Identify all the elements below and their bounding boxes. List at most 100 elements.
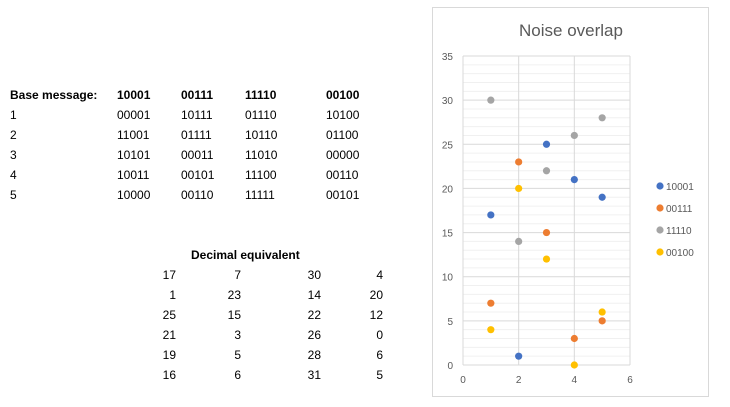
table-cell: 01111 xyxy=(181,128,212,142)
y-tick-label: 25 xyxy=(442,140,454,151)
table-cell: 11111 xyxy=(245,188,275,202)
legend-label: 00111 xyxy=(666,204,693,215)
y-tick-label: 10 xyxy=(442,273,454,284)
data-point xyxy=(515,158,523,166)
data-point xyxy=(542,140,551,148)
data-point xyxy=(487,326,495,334)
table-cell: 00000 xyxy=(326,148,360,162)
data-point xyxy=(570,176,578,184)
x-tick-label: 4 xyxy=(572,375,578,386)
y-tick-label: 35 xyxy=(442,52,454,63)
table-cell: 10110 xyxy=(245,128,278,142)
decimal-cell: 3 xyxy=(234,328,241,342)
row-label: 5 xyxy=(10,188,17,202)
table-cell: 11010 xyxy=(245,148,278,162)
gridlines xyxy=(462,55,631,366)
data-points xyxy=(487,96,606,369)
decimal-cell: 6 xyxy=(234,368,241,382)
data-point xyxy=(542,228,551,237)
decimal-cell: 1 xyxy=(169,288,176,302)
table-cell: 00101 xyxy=(181,168,215,182)
y-tick-label: 0 xyxy=(447,361,453,372)
decimal-cell: 7 xyxy=(234,268,241,282)
data-point xyxy=(515,184,523,193)
decimal-cell: 22 xyxy=(307,308,321,322)
table-cell: 10111 xyxy=(181,108,213,122)
decimal-cell: 14 xyxy=(307,288,321,302)
y-tick-label: 30 xyxy=(442,96,454,107)
header-cell: 10001 xyxy=(117,88,151,102)
data-point xyxy=(598,193,606,201)
decimal-cell: 0 xyxy=(376,328,383,342)
decimal-cell: 4 xyxy=(376,268,383,282)
table-cell: 01100 xyxy=(326,128,359,142)
legend-label: 10001 xyxy=(666,182,694,193)
decimal-cell: 5 xyxy=(234,348,241,362)
legend-marker xyxy=(656,182,664,190)
legend-marker xyxy=(656,204,664,212)
x-tick-label: 0 xyxy=(460,375,466,386)
legend-marker xyxy=(656,248,664,256)
chart-title: Noise overlap xyxy=(519,21,623,40)
decimal-cell: 15 xyxy=(227,308,241,322)
decimal-cell: 17 xyxy=(162,268,176,282)
table-cell: 11100 xyxy=(245,168,277,182)
data-point xyxy=(542,167,551,175)
data-point xyxy=(598,114,606,122)
data-point xyxy=(570,131,578,140)
decimal-title: Decimal equivalent xyxy=(191,248,300,262)
table-cell: 10000 xyxy=(117,188,151,202)
data-point xyxy=(598,317,606,325)
decimal-cell: 19 xyxy=(162,348,176,362)
data-point xyxy=(570,334,578,343)
decimal-cell: 31 xyxy=(307,368,321,382)
decimal-cell: 26 xyxy=(307,328,321,342)
row-label: 4 xyxy=(10,168,17,182)
scatter-chart: Noise overlap 0 5 10 15 20 25 30 35 0 2 4 6 10001 00… xyxy=(442,21,694,386)
legend: 10001 00111 11110 00100 xyxy=(656,182,694,259)
decimal-cell: 25 xyxy=(162,308,176,322)
data-point xyxy=(515,237,523,245)
y-tick-label: 5 xyxy=(447,317,453,328)
row-label: 1 xyxy=(10,108,17,122)
table-cell: 00001 xyxy=(117,108,151,122)
table-cell: 00110 xyxy=(181,188,214,202)
data-point xyxy=(542,255,551,263)
data-point xyxy=(515,352,523,360)
axis-ticks: 0 5 10 15 20 25 30 35 0 2 4 6 xyxy=(442,52,633,386)
decimal-cell: 16 xyxy=(162,368,176,382)
decimal-cell: 5 xyxy=(376,368,383,382)
table-cell: 00101 xyxy=(326,188,360,202)
row-label: 3 xyxy=(10,148,17,162)
table-cell: 01110 xyxy=(245,108,277,122)
header-cell: 11110 xyxy=(245,88,277,102)
y-tick-label: 20 xyxy=(442,184,454,195)
table-cell: 10100 xyxy=(326,108,360,122)
table-cell: 00110 xyxy=(326,168,359,182)
data-point xyxy=(487,96,495,104)
y-tick-label: 15 xyxy=(442,229,454,240)
decimal-cell: 30 xyxy=(307,268,321,282)
decimal-cell: 23 xyxy=(227,288,241,302)
table-cell: 10101 xyxy=(117,148,151,162)
table-cell: 11001 xyxy=(117,128,150,142)
decimal-cell: 20 xyxy=(369,288,383,302)
row-label: 2 xyxy=(10,128,17,142)
x-tick-label: 2 xyxy=(516,375,522,386)
table-cell: 00011 xyxy=(181,148,214,162)
legend-marker xyxy=(656,226,664,234)
data-point xyxy=(570,361,578,369)
header-cell: 00111 xyxy=(181,88,214,102)
data-point xyxy=(598,308,606,316)
decimal-cell: 12 xyxy=(369,308,383,322)
legend-label: 00100 xyxy=(666,248,694,259)
base-message-label: Base message: xyxy=(10,88,98,102)
legend-label: 11110 xyxy=(666,226,692,237)
chart-area[interactable]: Noise overlap 0 5 10 15 20 25 30 35 0 2 4 6 10001 00… xyxy=(432,7,709,397)
decimal-cell: 21 xyxy=(162,328,176,342)
decimal-cell: 28 xyxy=(307,348,321,362)
header-cell: 00100 xyxy=(326,88,360,102)
table-cell: 10011 xyxy=(117,168,150,182)
decimal-cell: 6 xyxy=(376,348,383,362)
x-tick-label: 6 xyxy=(627,375,633,386)
